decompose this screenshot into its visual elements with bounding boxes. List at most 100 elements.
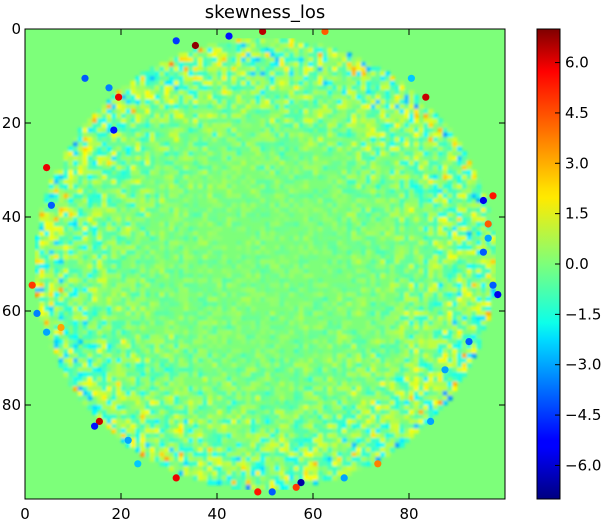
- heatmap-cell: [169, 405, 175, 411]
- heatmap-cell: [217, 170, 223, 176]
- heatmap-cell: [226, 99, 232, 105]
- heatmap-cell: [265, 268, 271, 274]
- heatmap-cell: [159, 376, 165, 382]
- heatmap-cell: [485, 240, 491, 246]
- heatmap-cell: [308, 71, 314, 77]
- heatmap-cell: [490, 292, 496, 298]
- heatmap-cell: [303, 320, 309, 326]
- heatmap-cell: [346, 334, 352, 340]
- heatmap-cell: [207, 85, 213, 91]
- heatmap-cell: [149, 202, 155, 208]
- heatmap-cell: [82, 123, 88, 129]
- heatmap-cell: [265, 104, 271, 110]
- heatmap-cell: [413, 245, 419, 251]
- heatmap-cell: [466, 184, 472, 190]
- heatmap-cell: [250, 367, 256, 373]
- heatmap-cell: [399, 118, 405, 124]
- heatmap-cell: [476, 264, 482, 270]
- heatmap-cell: [485, 268, 491, 274]
- heatmap-cell: [399, 85, 405, 91]
- heatmap-cell: [289, 104, 295, 110]
- heatmap-cell: [121, 146, 127, 152]
- heatmap-cell: [226, 372, 232, 378]
- heatmap-cell: [428, 329, 434, 335]
- heatmap-cell: [77, 231, 83, 237]
- heatmap-cell: [361, 386, 367, 392]
- heatmap-cell: [418, 179, 424, 185]
- heatmap-cell: [145, 76, 151, 82]
- heatmap-cell: [337, 306, 343, 312]
- heatmap-cell: [409, 339, 415, 345]
- heatmap-cell: [125, 85, 131, 91]
- heatmap-cell: [140, 212, 146, 218]
- heatmap-cell: [303, 118, 309, 124]
- heatmap-cell: [265, 179, 271, 185]
- heatmap-cell: [116, 90, 122, 96]
- heatmap-cell: [274, 52, 280, 58]
- heatmap-cell: [260, 61, 266, 67]
- heatmap-cell: [145, 301, 151, 307]
- heatmap-cell: [97, 376, 103, 382]
- heatmap-cell: [226, 278, 232, 284]
- heatmap-cell: [293, 141, 299, 147]
- heatmap-cell: [356, 376, 362, 382]
- heatmap-cell: [385, 343, 391, 349]
- heatmap-cell: [154, 184, 160, 190]
- heatmap-cell: [236, 334, 242, 340]
- heatmap-cell: [159, 146, 165, 152]
- heatmap-cell: [82, 212, 88, 218]
- heatmap-cell: [178, 381, 184, 387]
- heatmap-cell: [164, 311, 170, 317]
- heatmap-cell: [370, 362, 376, 368]
- heatmap-cell: [327, 212, 333, 218]
- heatmap-cell: [68, 160, 74, 166]
- heatmap-cell: [370, 278, 376, 284]
- heatmap-cell: [490, 231, 496, 237]
- heatmap-cell: [154, 386, 160, 392]
- heatmap-cell: [490, 235, 496, 241]
- heatmap-cell: [461, 325, 467, 331]
- heatmap-cell: [101, 155, 107, 161]
- heatmap-cell: [149, 372, 155, 378]
- heatmap-cell: [437, 390, 443, 396]
- heatmap-cell: [97, 343, 103, 349]
- heatmap-cell: [135, 127, 141, 133]
- heatmap-cell: [399, 226, 405, 232]
- heatmap-cell: [265, 71, 271, 77]
- heatmap-cell: [351, 353, 357, 359]
- heatmap-cell: [149, 362, 155, 368]
- heatmap-cell: [169, 217, 175, 223]
- heatmap-cell: [269, 47, 275, 53]
- heatmap-cell: [365, 132, 371, 138]
- heatmap-cell: [164, 400, 170, 406]
- heatmap-cell: [279, 165, 285, 171]
- heatmap-cell: [260, 47, 266, 53]
- heatmap-cell: [149, 76, 155, 82]
- heatmap-cell: [202, 353, 208, 359]
- heatmap-cell: [317, 240, 323, 246]
- heatmap-cell: [58, 306, 64, 312]
- heatmap-cell: [260, 85, 266, 91]
- heatmap-cell: [433, 254, 439, 260]
- heatmap-cell: [207, 165, 213, 171]
- heatmap-cell: [317, 278, 323, 284]
- heatmap-cell: [101, 231, 107, 237]
- heatmap-cell: [437, 118, 443, 124]
- heatmap-cell: [490, 240, 496, 246]
- heatmap-cell: [413, 141, 419, 147]
- heatmap-cell: [452, 320, 458, 326]
- heatmap-cell: [308, 287, 314, 293]
- heatmap-cell: [169, 207, 175, 213]
- heatmap-cell: [447, 221, 453, 227]
- heatmap-cell: [375, 249, 381, 255]
- heatmap-cell: [193, 395, 199, 401]
- heatmap-cell: [53, 334, 59, 340]
- heatmap-cell: [356, 132, 362, 138]
- heatmap-cell: [169, 235, 175, 241]
- heatmap-cell: [308, 146, 314, 152]
- heatmap-cell: [207, 66, 213, 72]
- heatmap-cell: [73, 160, 79, 166]
- heatmap-cell: [169, 381, 175, 387]
- heatmap-cell: [308, 390, 314, 396]
- heatmap-cell: [236, 141, 242, 147]
